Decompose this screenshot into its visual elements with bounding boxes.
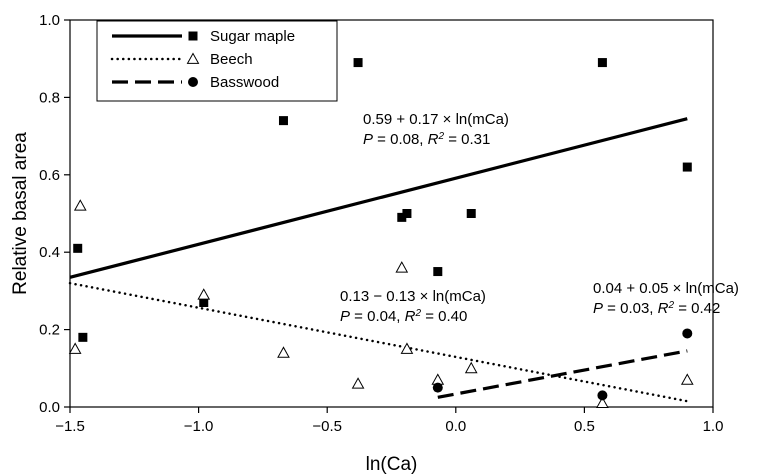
p-value: = 0.03, — [603, 300, 658, 317]
x-tick-label: 0.0 — [445, 418, 466, 435]
beech-point — [395, 261, 409, 273]
r-squared-exponent: 2 — [437, 131, 444, 142]
beech-fit-line — [68, 281, 689, 403]
beech-point — [680, 373, 694, 385]
r-label: R — [658, 300, 669, 317]
r-label: R — [405, 308, 416, 325]
sugar-maple-legend-marker — [188, 31, 198, 41]
sugar-maple-point — [597, 58, 607, 68]
beech-equation: 0.13 − 0.13 × ln(mCa) — [340, 288, 486, 305]
x-axis-title: ln(Ca) — [366, 454, 418, 475]
y-axis-title: Relative basal area — [10, 132, 31, 295]
x-tick-label: −1.0 — [184, 418, 214, 435]
x-tick-label: 1.0 — [703, 418, 724, 435]
sugar-maple-point — [278, 116, 288, 126]
x-tick-label: −1.5 — [55, 418, 85, 435]
p-label: P — [340, 308, 350, 325]
sugar-maple-point — [353, 58, 363, 68]
r-label: R — [428, 131, 439, 148]
sugar-maple-point — [402, 209, 412, 218]
fit-lines — [68, 117, 689, 403]
p-label: P — [363, 131, 373, 148]
basswood-point — [682, 328, 693, 339]
r-value: = 0.42 — [674, 300, 720, 317]
beech-point — [73, 199, 87, 211]
beech-stats: P = 0.04, R2 = 0.40 — [340, 308, 467, 326]
y-tick-label: 0.8 — [39, 89, 60, 106]
y-tick-label: 0.6 — [39, 167, 60, 184]
sugar-maple-legend-label: Sugar maple — [210, 28, 295, 45]
beech-point — [464, 361, 478, 374]
p-value: = 0.08, — [373, 131, 428, 148]
sugar-maple-point — [682, 162, 692, 172]
legend: Sugar maple Beech Basswood — [96, 20, 338, 102]
sugar-maple-point — [199, 298, 209, 308]
basswood-fit-line — [437, 349, 688, 399]
p-value: = 0.04, — [350, 308, 405, 325]
x-tick-label: −0.5 — [312, 418, 342, 435]
p-label: P — [593, 300, 603, 317]
sugar-maple-point — [397, 212, 407, 222]
beech-point — [596, 396, 609, 409]
basswood-stats: P = 0.03, R2 = 0.42 — [593, 300, 720, 318]
r-value: = 0.40 — [421, 308, 467, 325]
beech-legend-label: Beech — [210, 51, 253, 68]
y-tick-label: 0.4 — [39, 244, 60, 261]
sugar-maple-stats: P = 0.08, R2 = 0.31 — [363, 131, 490, 149]
plot-border — [69, 19, 714, 408]
sugar-maple-point — [466, 209, 476, 218]
basswood-point — [597, 390, 608, 401]
sugar-maple-equation: 0.59 + 0.17 × ln(mCa) — [363, 111, 509, 128]
plot-frame — [69, 19, 714, 408]
axes: −1.5 −1.0 −0.5 0.0 0.5 1.0 0.0 0.2 0.4 0.6 0.8 1.0 l… — [10, 12, 723, 475]
beech-legend-marker — [186, 52, 200, 64]
sugar-maple-point — [78, 332, 88, 342]
basswood-legend-marker — [188, 77, 198, 87]
x-tick-label: 0.5 — [574, 418, 595, 435]
beech-point — [351, 377, 365, 389]
y-tick-label: 0.2 — [39, 322, 60, 339]
annotations: 0.59 + 0.17 × ln(mCa)P = 0.08, R2 = 0.31… — [340, 111, 739, 325]
y-tick-label: 0.0 — [39, 399, 60, 416]
y-tick-label: 1.0 — [39, 12, 60, 29]
beech-point — [277, 346, 290, 358]
beech-point — [197, 288, 211, 300]
basswood-equation: 0.04 + 0.05 × ln(mCa) — [593, 280, 739, 297]
sugar-maple-point — [73, 243, 83, 253]
sugar-maple-point — [433, 267, 443, 277]
beech-point — [400, 342, 414, 354]
beech-point — [68, 342, 82, 354]
basswood-point — [432, 382, 443, 393]
basswood-legend-label: Basswood — [210, 74, 279, 91]
r-squared-exponent: 2 — [414, 308, 421, 319]
data-points — [68, 58, 694, 409]
legend-box — [96, 20, 338, 102]
sugar-maple-fit-line — [69, 117, 688, 279]
r-value: = 0.31 — [444, 131, 490, 148]
r-squared-exponent: 2 — [667, 300, 674, 311]
